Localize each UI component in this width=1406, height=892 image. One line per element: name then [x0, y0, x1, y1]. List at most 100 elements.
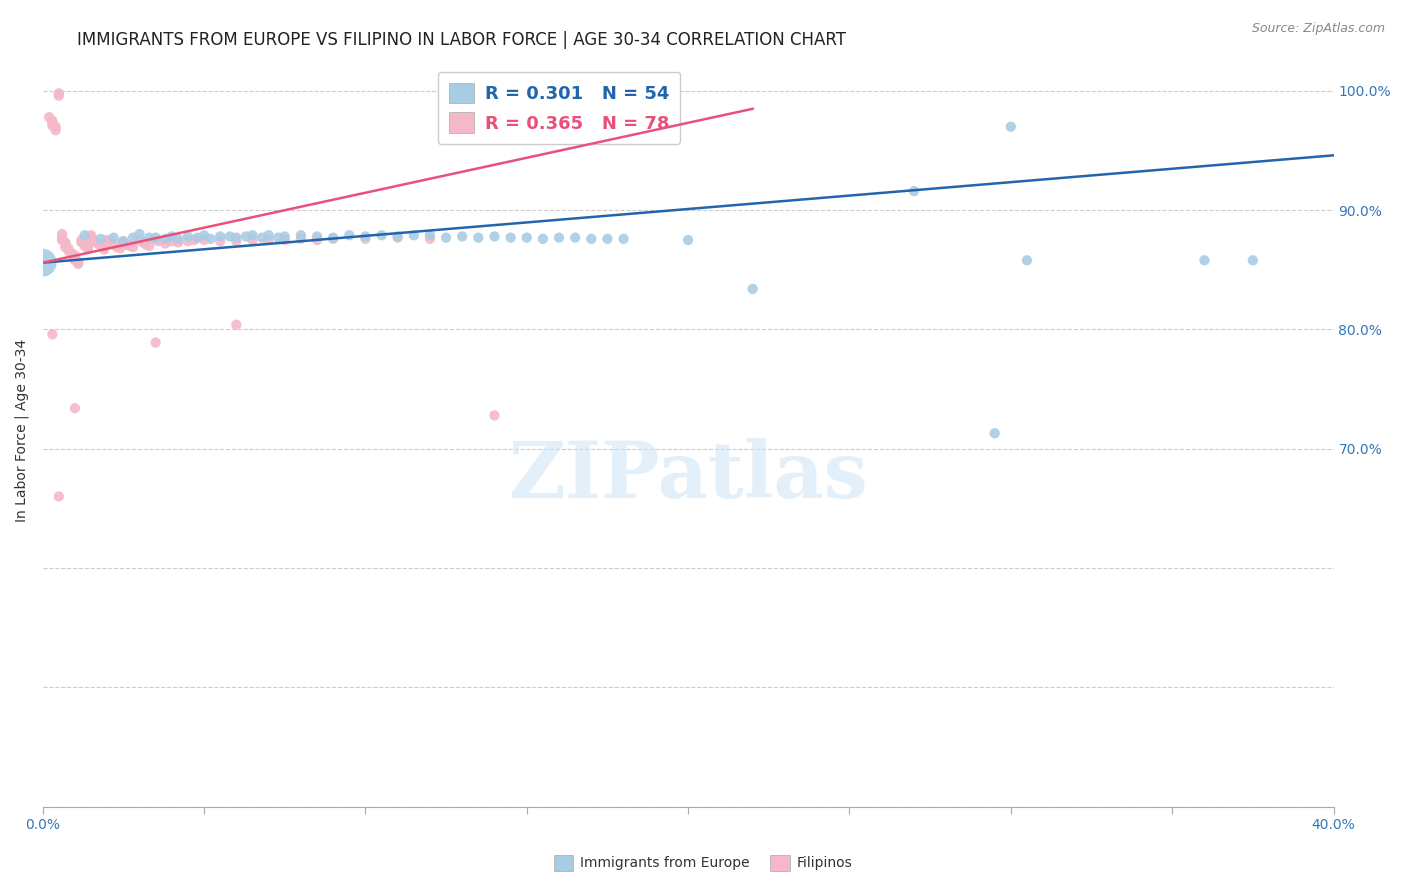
Point	[499, 230, 522, 244]
Point	[257, 228, 280, 243]
Point	[235, 229, 257, 244]
Point	[1015, 253, 1038, 268]
Point	[108, 241, 131, 255]
Point	[63, 248, 86, 262]
Point	[516, 230, 538, 244]
Point	[209, 229, 232, 244]
Text: ZIPatlas: ZIPatlas	[509, 438, 868, 514]
Point	[48, 87, 70, 101]
Point	[177, 234, 200, 248]
Point	[564, 230, 586, 244]
Point	[122, 240, 145, 254]
Point	[70, 235, 93, 250]
Legend: R = 0.301   N = 54, R = 0.365   N = 78: R = 0.301 N = 54, R = 0.365 N = 78	[437, 71, 681, 145]
Point	[58, 241, 80, 255]
Point	[41, 116, 63, 130]
Point	[53, 240, 76, 254]
Point	[105, 240, 128, 254]
Point	[103, 230, 125, 244]
Point	[112, 234, 135, 248]
Y-axis label: In Labor Force | Age 30-34: In Labor Force | Age 30-34	[15, 339, 30, 523]
Text: IMMIGRANTS FROM EUROPE VS FILIPINO IN LABOR FORCE | AGE 30-34 CORRELATION CHART: IMMIGRANTS FROM EUROPE VS FILIPINO IN LA…	[77, 31, 846, 49]
Point	[218, 229, 240, 244]
Point	[983, 426, 1005, 441]
Point	[387, 229, 409, 244]
Point	[451, 229, 474, 244]
Point	[402, 228, 425, 243]
Point	[1000, 120, 1022, 134]
Point	[581, 232, 603, 246]
Point	[63, 251, 86, 265]
Point	[484, 409, 506, 423]
Point	[267, 230, 290, 244]
Point	[96, 233, 118, 247]
Point	[676, 233, 699, 247]
Text: Source: ZipAtlas.com: Source: ZipAtlas.com	[1251, 22, 1385, 36]
Point	[467, 230, 489, 244]
Point	[45, 123, 67, 137]
Point	[67, 255, 90, 269]
Point	[67, 257, 90, 271]
Point	[63, 253, 86, 268]
Point	[58, 244, 80, 258]
Point	[83, 234, 105, 248]
Point	[354, 232, 377, 246]
Point	[548, 230, 571, 244]
Point	[242, 233, 264, 247]
Point	[903, 184, 925, 198]
Point	[160, 234, 183, 248]
Point	[90, 232, 112, 246]
Point	[53, 235, 76, 250]
Point	[76, 241, 98, 255]
Point	[145, 335, 167, 350]
Point	[613, 232, 636, 246]
Point	[128, 233, 150, 247]
Point	[337, 228, 360, 243]
Point	[70, 233, 93, 247]
Point	[419, 228, 441, 243]
Point	[51, 233, 73, 247]
Point	[41, 113, 63, 128]
Point	[115, 237, 138, 252]
Point	[53, 236, 76, 251]
Point	[60, 247, 83, 261]
Point	[242, 228, 264, 243]
Point	[112, 234, 135, 248]
Point	[193, 228, 215, 243]
Point	[596, 232, 619, 246]
Point	[145, 230, 167, 244]
Point	[80, 228, 103, 243]
Point	[209, 234, 232, 248]
Point	[160, 229, 183, 244]
Point	[225, 230, 247, 244]
Point	[31, 255, 53, 269]
Point	[63, 401, 86, 416]
Point	[86, 236, 108, 251]
Point	[1241, 253, 1264, 268]
Point	[41, 327, 63, 342]
Point	[183, 233, 205, 247]
Point	[1194, 253, 1216, 268]
Point	[419, 232, 441, 246]
Point	[45, 120, 67, 134]
Point	[60, 246, 83, 260]
Point	[167, 235, 190, 250]
Point	[67, 254, 90, 268]
Point	[531, 232, 554, 246]
Point	[83, 233, 105, 247]
Point	[484, 229, 506, 244]
Point	[138, 230, 160, 244]
Point	[290, 228, 312, 243]
Point	[741, 282, 763, 296]
Point	[132, 235, 155, 250]
Point	[225, 318, 247, 332]
Point	[73, 236, 96, 251]
Point	[135, 237, 157, 252]
Point	[48, 490, 70, 504]
Point	[90, 239, 112, 253]
Point	[148, 234, 170, 248]
Point	[187, 230, 209, 244]
Point	[322, 230, 344, 244]
Point	[274, 233, 297, 247]
Point	[38, 110, 60, 124]
